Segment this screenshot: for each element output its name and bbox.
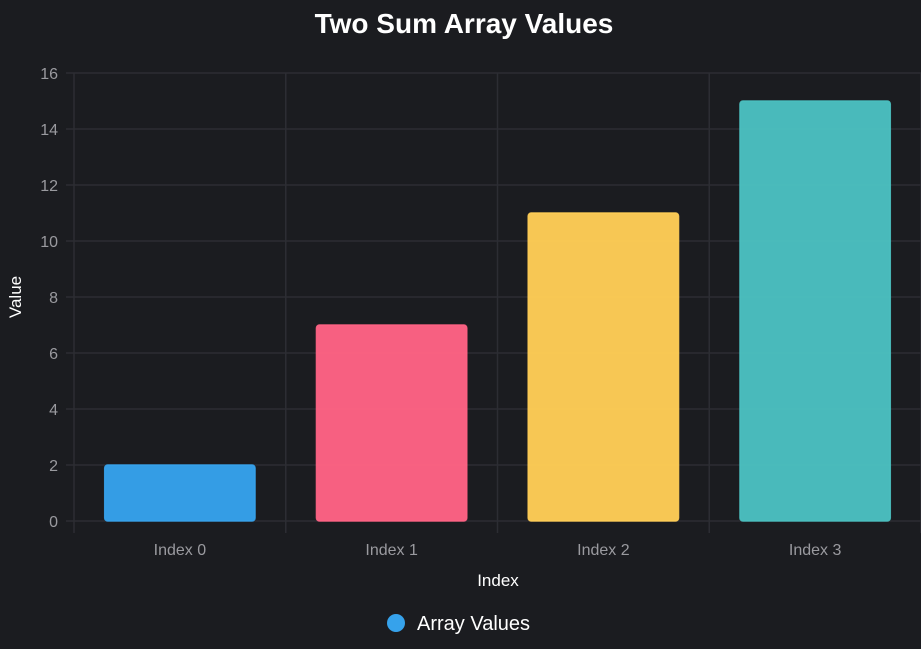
y-tick-label: 0: [49, 514, 58, 531]
x-tick-label: Index 3: [789, 542, 842, 559]
legend[interactable]: Array Values: [387, 613, 530, 635]
y-tick-label: 2: [49, 458, 58, 475]
bar-2[interactable]: [527, 212, 680, 522]
legend-marker-icon[interactable]: [387, 614, 405, 632]
y-axis-title: Value: [6, 276, 25, 318]
y-tick-label: 16: [40, 66, 58, 83]
x-axis-ticks: Index 0 Index 1 Index 2 Index 3: [154, 542, 842, 559]
bar-3[interactable]: [739, 100, 892, 522]
y-tick-label: 8: [49, 290, 58, 307]
x-tick-label: Index 1: [365, 542, 418, 559]
y-axis-ticks: 0 2 4 6 8 10 12 14 16: [40, 66, 58, 531]
y-tick-label: 6: [49, 346, 58, 363]
y-tick-label: 12: [40, 178, 58, 195]
y-tick-label: 10: [40, 234, 58, 251]
grid-lines: [66, 72, 921, 533]
x-tick-label: Index 2: [577, 542, 630, 559]
x-axis-title: Index: [477, 571, 519, 590]
x-tick-label: Index 0: [154, 542, 207, 559]
bars: [103, 100, 892, 522]
legend-label[interactable]: Array Values: [417, 613, 530, 635]
y-tick-label: 4: [49, 402, 58, 419]
bar-0[interactable]: [103, 464, 256, 522]
y-tick-label: 14: [40, 122, 58, 139]
chart-title: Two Sum Array Values: [315, 8, 614, 39]
bar-1[interactable]: [315, 324, 468, 522]
